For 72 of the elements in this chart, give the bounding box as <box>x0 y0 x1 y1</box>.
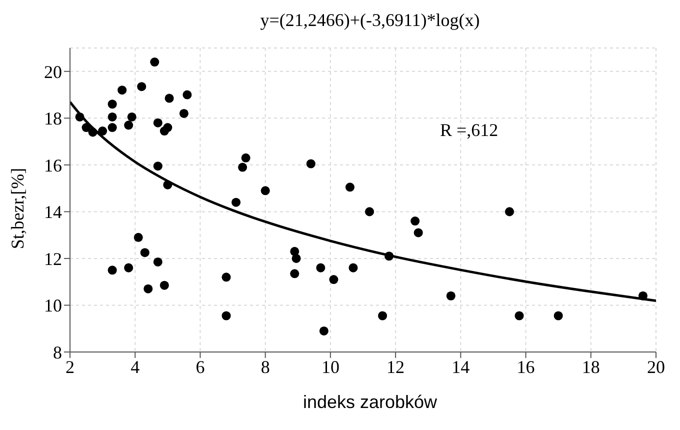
point <box>319 326 328 336</box>
point <box>306 159 316 168</box>
point <box>140 248 150 258</box>
point <box>222 311 231 320</box>
y-tick-label: 16 <box>44 155 62 176</box>
point <box>164 94 174 103</box>
point <box>98 126 108 136</box>
y-tick-label: 10 <box>44 296 62 316</box>
line-series <box>70 100 656 302</box>
point <box>153 162 162 171</box>
y-tick-label: 14 <box>44 202 62 222</box>
point <box>179 108 188 118</box>
x-tick-label: 18 <box>582 356 600 377</box>
y-tick-label: 18 <box>44 108 62 129</box>
point <box>137 82 146 92</box>
x-tick-label: 6 <box>196 356 205 377</box>
y-axis-title: St,bezr,[%] <box>8 166 28 252</box>
point <box>108 266 117 275</box>
point <box>144 284 153 294</box>
point <box>348 263 358 272</box>
x-axis-title: indeks zarobków <box>302 392 438 413</box>
x-tick-label: 14 <box>452 356 470 377</box>
point <box>316 263 326 272</box>
y-tick-label: 20 <box>44 62 62 82</box>
chart-title: y=(21,2466)+(-3,6911)*log(x) <box>259 10 481 31</box>
point <box>124 263 134 272</box>
point <box>118 86 127 95</box>
point <box>292 254 301 263</box>
point <box>75 112 84 122</box>
x-tick-label: 20 <box>647 356 665 377</box>
x-tick-label: 10 <box>321 356 340 377</box>
point <box>329 275 338 284</box>
point <box>127 112 136 122</box>
point <box>241 153 250 162</box>
point <box>222 272 231 282</box>
point <box>134 232 143 242</box>
point <box>384 252 394 261</box>
point <box>182 90 192 100</box>
point <box>160 280 169 290</box>
point <box>345 182 354 192</box>
point <box>124 120 134 130</box>
point <box>82 123 91 132</box>
y-tick-label: 12 <box>44 248 62 269</box>
x-tick-label: 8 <box>260 356 270 377</box>
point <box>378 311 388 320</box>
point <box>260 186 270 196</box>
point <box>232 198 241 207</box>
point <box>108 100 117 109</box>
annotation: R =,612 <box>440 120 498 141</box>
x-tick-label: 16 <box>516 356 535 377</box>
point <box>414 228 423 238</box>
point <box>638 291 648 300</box>
point <box>554 311 563 320</box>
point <box>163 123 172 132</box>
point <box>153 257 162 266</box>
x-tick-label: 4 <box>130 356 140 377</box>
point <box>504 207 514 216</box>
point <box>364 207 374 216</box>
point <box>153 118 162 128</box>
y-tick-label: 8 <box>53 342 62 362</box>
point <box>410 216 420 226</box>
point <box>163 180 172 190</box>
point <box>446 291 456 300</box>
point <box>108 112 117 122</box>
point <box>238 162 248 172</box>
point <box>514 311 524 320</box>
point <box>88 128 98 137</box>
x-tick-label: 12 <box>386 356 405 377</box>
point <box>290 269 300 278</box>
x-tick-label: 2 <box>66 356 74 377</box>
point <box>108 123 117 132</box>
point <box>150 58 160 67</box>
